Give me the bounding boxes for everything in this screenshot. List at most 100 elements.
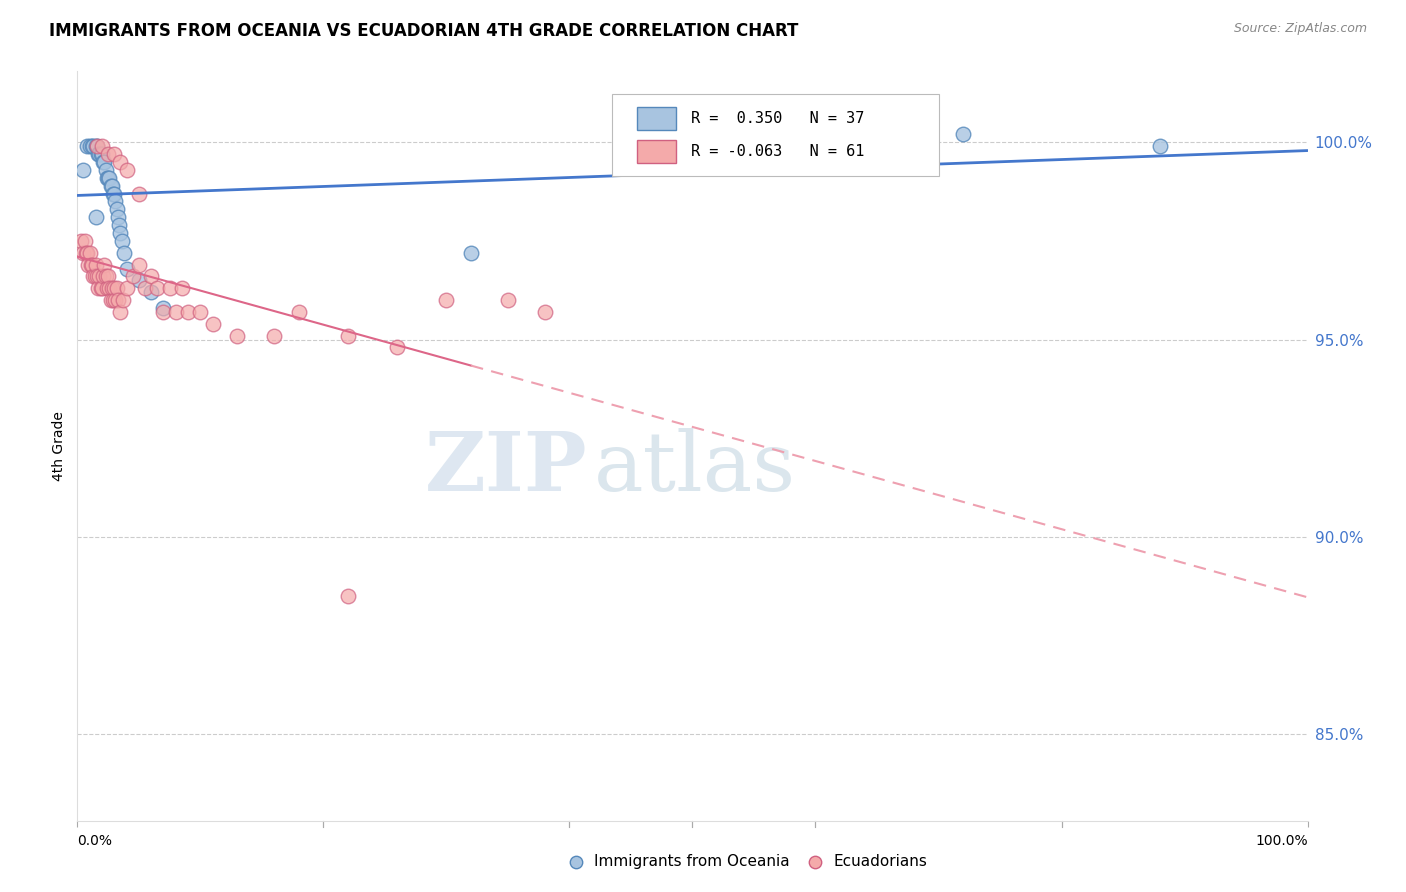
- Point: [111, 293, 134, 307]
- FancyBboxPatch shape: [613, 94, 939, 177]
- Point: [866, 139, 889, 153]
- Point: [94, 163, 117, 178]
- Point: [128, 186, 150, 201]
- Text: Ecuadorians: Ecuadorians: [834, 855, 928, 870]
- Point: [76, 245, 98, 260]
- Point: [100, 293, 122, 307]
- Point: [86, 269, 108, 284]
- Point: [152, 305, 174, 319]
- Point: [111, 234, 132, 248]
- Point: [72, 163, 94, 178]
- Point: [104, 194, 127, 209]
- Point: [107, 211, 129, 225]
- Point: [91, 155, 114, 169]
- Point: [115, 163, 138, 178]
- Point: [90, 281, 114, 295]
- Point: [98, 170, 121, 185]
- Text: atlas: atlas: [595, 428, 796, 508]
- Point: [288, 305, 311, 319]
- Point: [103, 147, 125, 161]
- Point: [103, 186, 125, 201]
- Point: [141, 285, 163, 300]
- Point: [97, 170, 120, 185]
- Y-axis label: 4th Grade: 4th Grade: [52, 411, 66, 481]
- Point: [110, 155, 132, 169]
- Point: [107, 293, 129, 307]
- Point: [89, 147, 111, 161]
- Text: 0.0%: 0.0%: [77, 834, 112, 848]
- Point: [79, 139, 101, 153]
- Point: [73, 234, 96, 248]
- Point: [110, 305, 132, 319]
- Point: [82, 269, 104, 284]
- Text: R = -0.063   N = 61: R = -0.063 N = 61: [692, 144, 865, 159]
- Text: Immigrants from Oceania: Immigrants from Oceania: [595, 855, 790, 870]
- Point: [80, 258, 103, 272]
- Point: [93, 155, 115, 169]
- Text: IMMIGRANTS FROM OCEANIA VS ECUADORIAN 4TH GRADE CORRELATION CHART: IMMIGRANTS FROM OCEANIA VS ECUADORIAN 4T…: [49, 22, 799, 40]
- Point: [84, 139, 107, 153]
- Point: [170, 281, 193, 295]
- Point: [165, 305, 187, 319]
- Point: [1149, 139, 1171, 153]
- Point: [84, 258, 107, 272]
- Point: [159, 281, 181, 295]
- Point: [141, 269, 163, 284]
- Bar: [637, 140, 676, 162]
- Point: [79, 245, 101, 260]
- Point: [103, 281, 125, 295]
- Text: R =  0.350   N = 37: R = 0.350 N = 37: [692, 112, 865, 126]
- Point: [90, 139, 114, 153]
- Point: [115, 261, 138, 276]
- Point: [436, 293, 458, 307]
- Point: [534, 305, 557, 319]
- Point: [76, 139, 98, 153]
- Point: [70, 234, 93, 248]
- Point: [90, 147, 114, 161]
- Point: [97, 269, 120, 284]
- Point: [385, 340, 409, 354]
- Point: [96, 170, 118, 185]
- Point: [496, 293, 519, 307]
- Point: [94, 269, 117, 284]
- Point: [89, 269, 111, 284]
- Point: [86, 139, 108, 153]
- Point: [87, 147, 110, 161]
- Point: [201, 317, 224, 331]
- Point: [337, 589, 360, 603]
- Point: [226, 328, 249, 343]
- Point: [105, 281, 128, 295]
- Point: [177, 305, 200, 319]
- Point: [101, 186, 124, 201]
- Point: [337, 328, 360, 343]
- Point: [82, 139, 104, 153]
- Point: [101, 178, 124, 193]
- Point: [104, 293, 127, 307]
- Point: [188, 305, 212, 319]
- Text: 100.0%: 100.0%: [1256, 834, 1308, 848]
- Point: [90, 147, 112, 161]
- Point: [146, 281, 169, 295]
- Point: [110, 226, 132, 240]
- Point: [86, 139, 108, 153]
- Point: [91, 269, 114, 284]
- Text: ZIP: ZIP: [425, 428, 588, 508]
- Text: Source: ZipAtlas.com: Source: ZipAtlas.com: [1233, 22, 1367, 36]
- Point: [87, 281, 110, 295]
- Point: [96, 281, 118, 295]
- Point: [97, 147, 120, 161]
- Point: [105, 202, 128, 217]
- Point: [128, 258, 150, 272]
- Point: [115, 281, 138, 295]
- Point: [98, 281, 121, 295]
- Point: [101, 293, 124, 307]
- Point: [75, 245, 97, 260]
- Point: [93, 258, 115, 272]
- Bar: [637, 107, 676, 130]
- Point: [82, 258, 104, 272]
- Point: [152, 301, 174, 315]
- Point: [460, 245, 482, 260]
- Point: [112, 245, 135, 260]
- Point: [101, 281, 124, 295]
- Point: [134, 281, 156, 295]
